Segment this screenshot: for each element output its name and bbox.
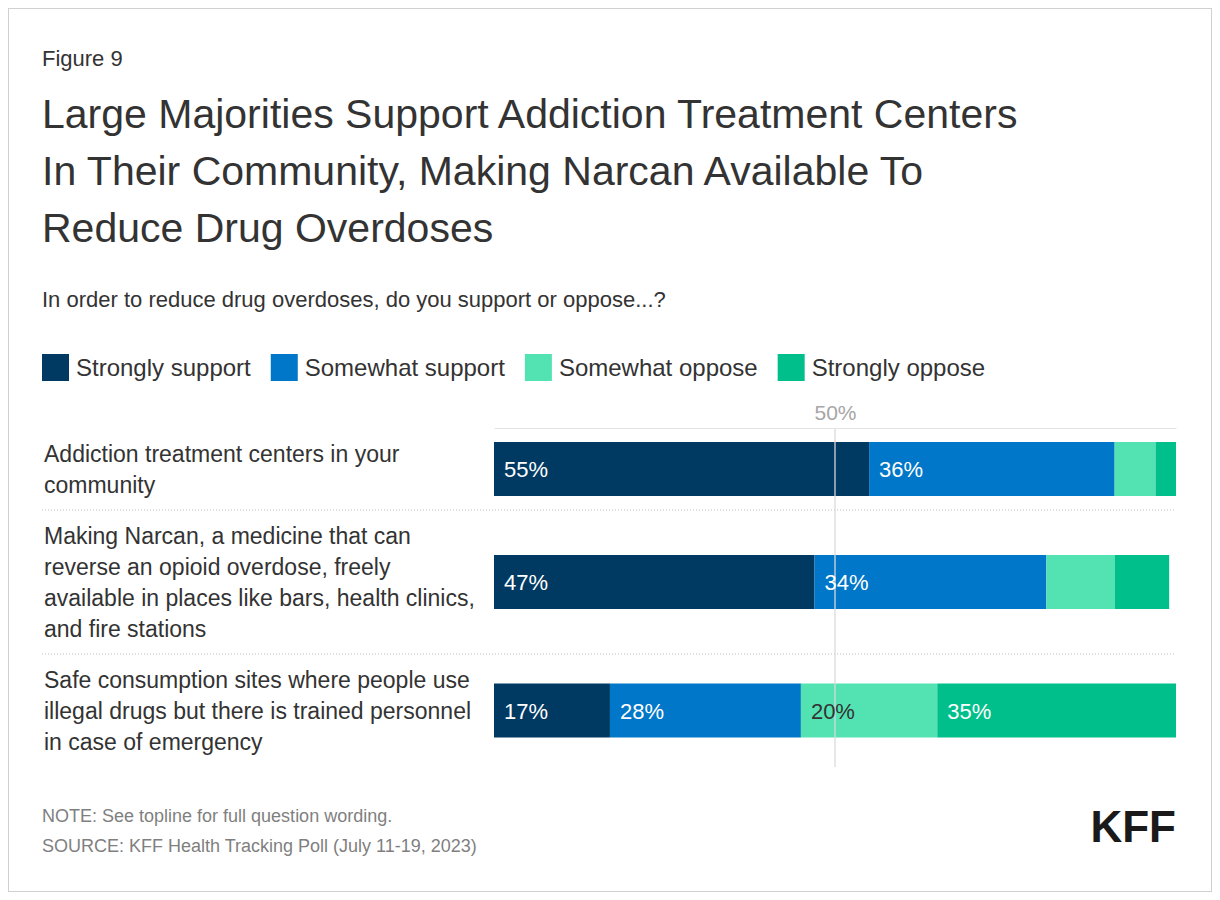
- row-separator: [42, 654, 1176, 655]
- legend-label: Somewhat oppose: [559, 354, 758, 381]
- legend-label: Strongly support: [76, 354, 251, 381]
- legend: Strongly support Somewhat support Somewhat…: [42, 354, 985, 381]
- category-label: Addiction treatment centers in yourcommu…: [44, 441, 400, 498]
- bar: [610, 684, 801, 738]
- category-label: Making Narcan, a medicine that canrevers…: [44, 523, 475, 642]
- bar: [1115, 442, 1156, 496]
- bar: [494, 442, 869, 496]
- legend-label: Strongly oppose: [812, 354, 985, 381]
- subtitle: In order to reduce drug overdoses, do yo…: [42, 287, 666, 312]
- tick-label: 50%: [814, 401, 856, 424]
- legend-label: Somewhat support: [305, 354, 505, 381]
- bar: [494, 555, 815, 609]
- data-labels: 55% 47% 17% 36% 34% 28% 20% 35%: [504, 457, 991, 724]
- bar: [1115, 555, 1170, 609]
- figure-label: Figure 9: [42, 46, 123, 71]
- source: SOURCE: KFF Health Tracking Poll (July 1…: [42, 836, 477, 856]
- data-label: 28%: [620, 699, 664, 724]
- title: Large Majorities Support Addiction Treat…: [42, 91, 1017, 251]
- category-label: Safe consumption sites where people usei…: [44, 667, 471, 755]
- note: NOTE: See topline for full question word…: [42, 806, 392, 826]
- legend-swatch: [525, 354, 552, 381]
- x-axis: 50%: [495, 401, 1177, 429]
- row-separator: [42, 510, 1176, 511]
- data-label: 20%: [811, 699, 855, 724]
- bar: [494, 684, 610, 738]
- legend-swatch: [778, 354, 805, 381]
- frame: [9, 9, 1212, 892]
- data-label: 36%: [879, 457, 923, 482]
- bar: [1156, 442, 1176, 496]
- category-labels: Addiction treatment centers in yourcommu…: [44, 441, 475, 755]
- chart: Figure 9 Large Majorities Support Addicti…: [0, 0, 1220, 900]
- bar: [937, 684, 1176, 738]
- data-label: 34%: [825, 570, 869, 595]
- data-label: 55%: [504, 457, 548, 482]
- bar: [869, 442, 1115, 496]
- bar: [1046, 555, 1114, 609]
- legend-swatch: [42, 354, 69, 381]
- tick: 50%: [814, 401, 856, 428]
- bar: [815, 555, 1047, 609]
- legend-swatch: [271, 354, 298, 381]
- logo: KFF: [1090, 802, 1176, 851]
- axis-line: [495, 428, 1177, 429]
- data-label: 47%: [504, 570, 548, 595]
- data-label: 35%: [947, 699, 991, 724]
- bar: [801, 684, 937, 738]
- data-label: 17%: [504, 699, 548, 724]
